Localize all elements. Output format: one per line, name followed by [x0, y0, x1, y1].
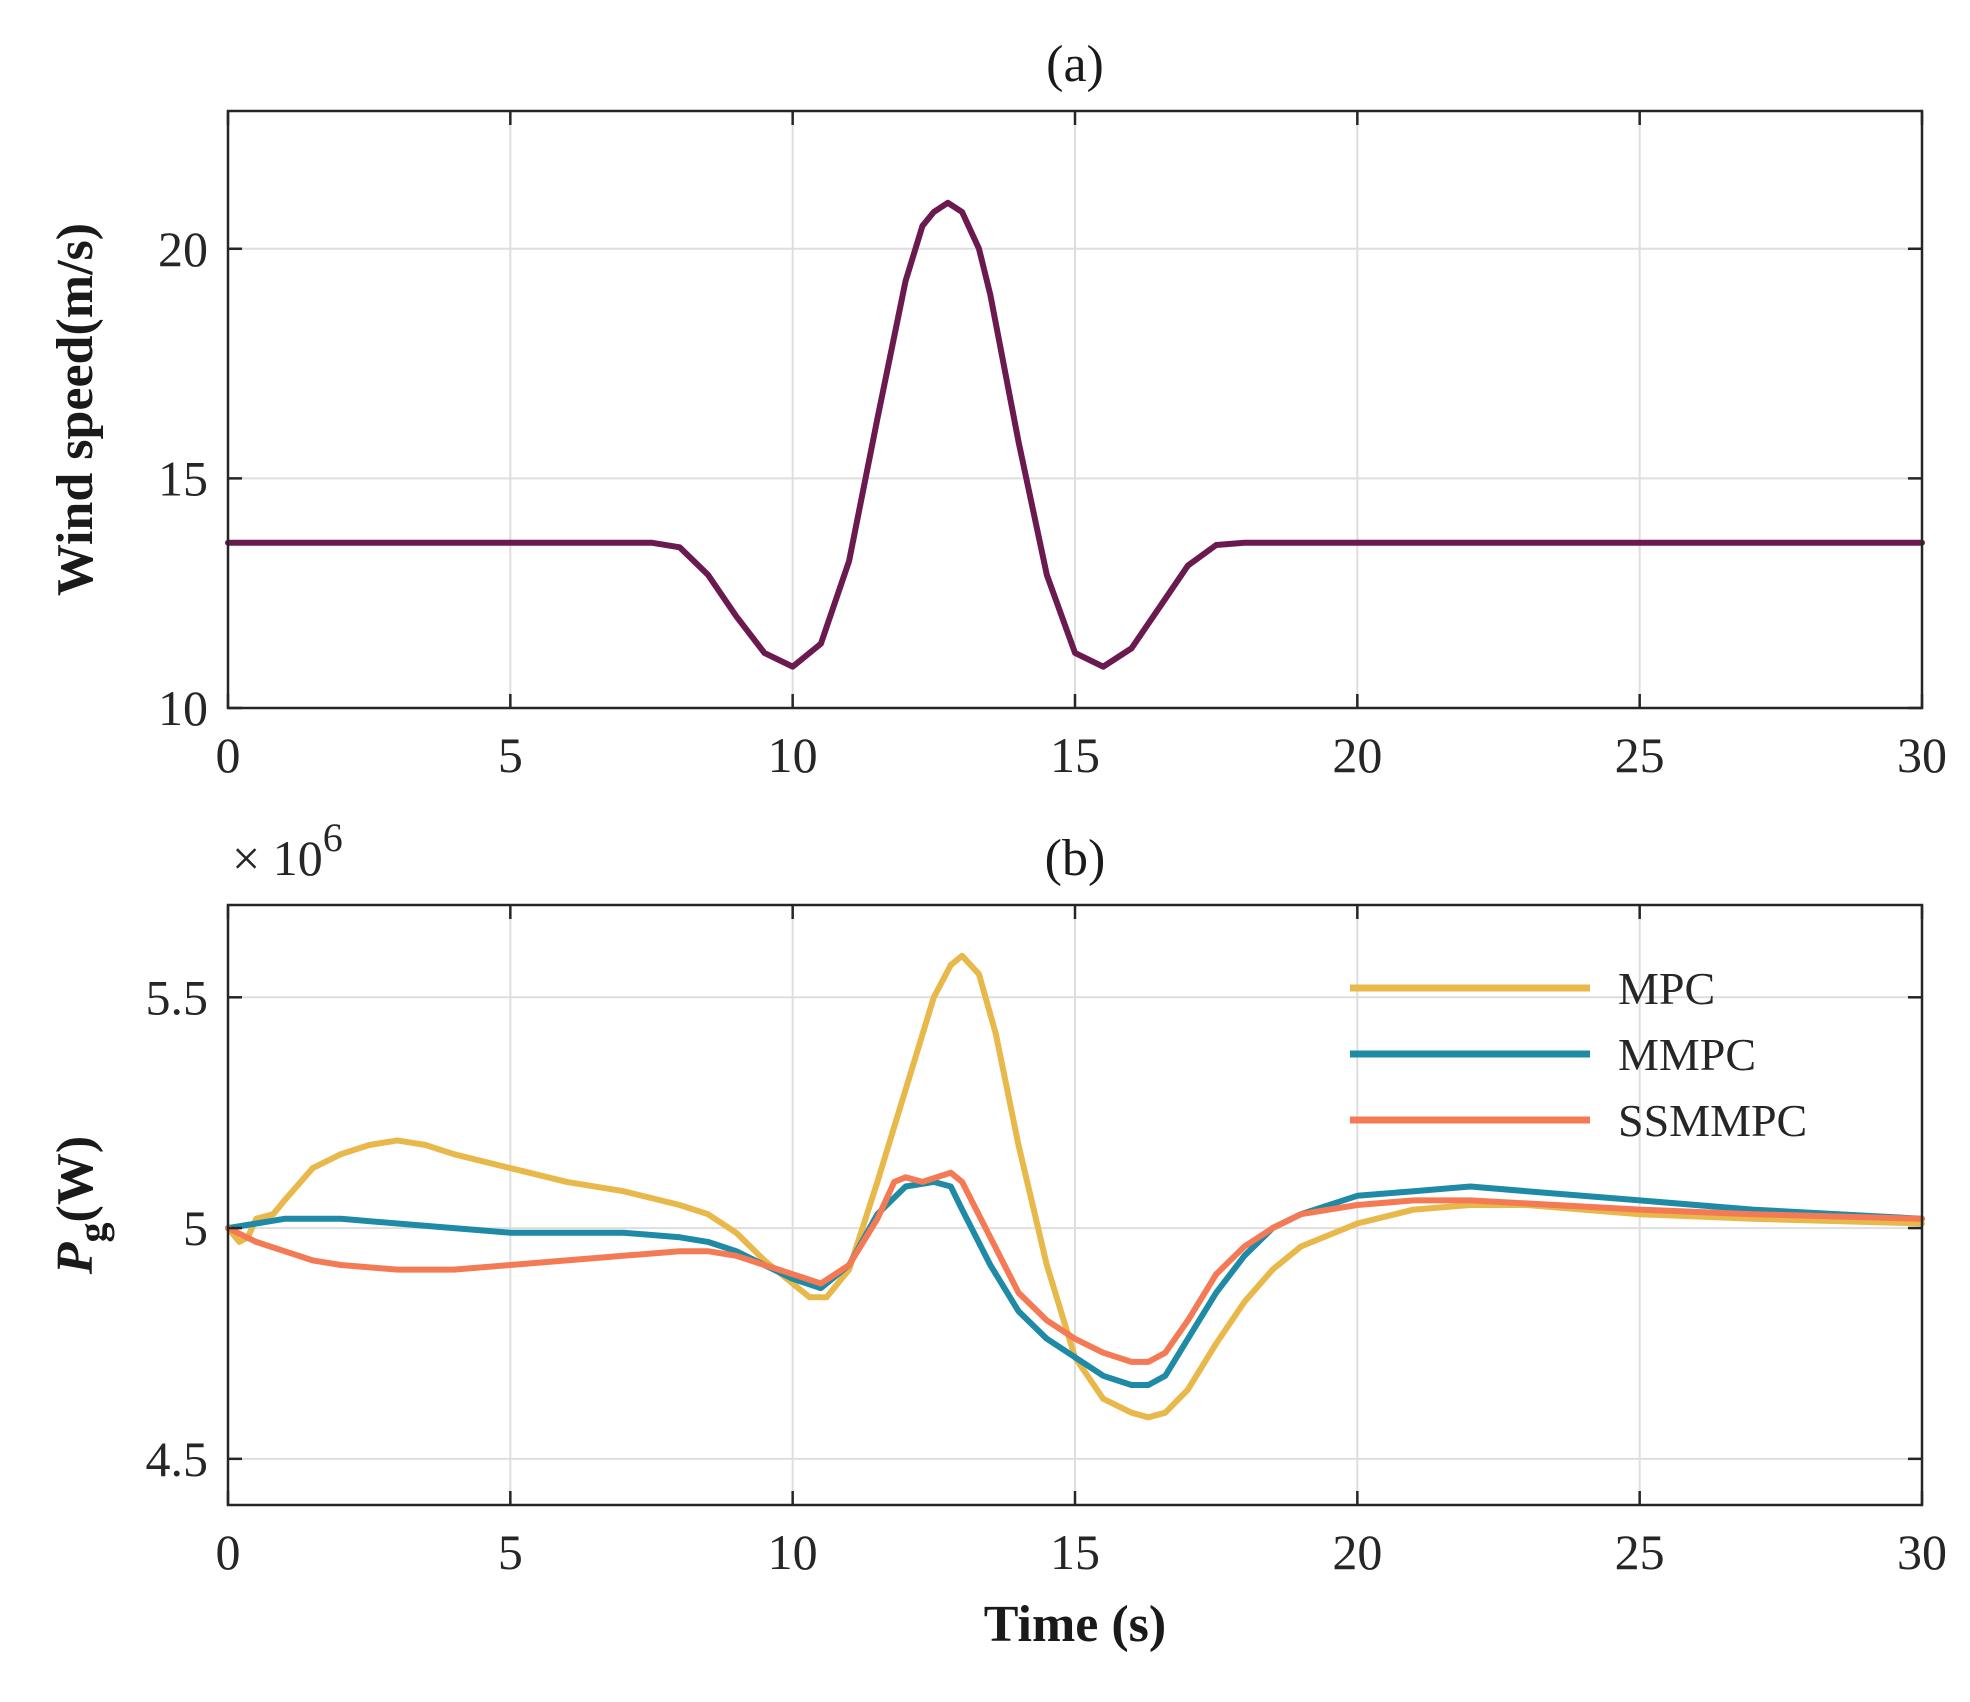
- y-tick-label: 5: [183, 1200, 208, 1256]
- chart-title: (a): [1046, 36, 1104, 93]
- y-axis-label-sub: g: [70, 1222, 115, 1242]
- legend-label: MMPC: [1618, 1029, 1756, 1080]
- x-tick-label: 30: [1897, 727, 1947, 783]
- chart-a: 0 5 10 15 20 25 30 10 15 20 (a) Wind speed(m/s): [47, 36, 1947, 783]
- chart-b: 0 5 10 15 20 25 30 4.5 5 5.5 (b) Time (s) Pg(W) × 106…: [47, 815, 1947, 1653]
- y-tick-label: 20: [158, 221, 208, 277]
- y-axis-label: Pg(W): [47, 1136, 115, 1275]
- y-axis-label: Wind speed(m/s): [47, 223, 104, 596]
- x-tick-label: 30: [1897, 1524, 1947, 1580]
- legend-label: SSMMPC: [1618, 1095, 1807, 1146]
- series-line-mpc: [225, 952, 1925, 1421]
- series-line-wind-speed: [225, 199, 1925, 670]
- y-tick-label: 4.5: [146, 1431, 209, 1487]
- x-tick-label: 15: [1050, 1524, 1100, 1580]
- x-tick-label: 20: [1332, 727, 1382, 783]
- legend-item: MMPC: [1350, 1029, 1756, 1080]
- legend-label: MPC: [1618, 963, 1715, 1014]
- x-tick-label: 0: [216, 727, 241, 783]
- y-tick-label: 10: [158, 680, 208, 736]
- x-tick-label: 25: [1615, 1524, 1665, 1580]
- series-line-ssmmpc: [225, 1169, 1925, 1365]
- chart-title: (b): [1045, 830, 1106, 887]
- x-tick-label: 5: [498, 1524, 523, 1580]
- y-axis-exponent: × 106: [232, 815, 343, 886]
- y-axis-label-unit: (W): [47, 1136, 104, 1223]
- x-axis-label: Time (s): [984, 1596, 1166, 1653]
- y-axis-exponent-power: 6: [323, 815, 343, 860]
- legend: MPC MMPC SSMMPC: [1350, 963, 1807, 1146]
- y-axis-label-main: P: [47, 1241, 104, 1275]
- x-tick-label: 10: [768, 1524, 818, 1580]
- y-tick-label: 15: [158, 450, 208, 506]
- x-tick-label: 10: [768, 727, 818, 783]
- x-tick-label: 0: [216, 1524, 241, 1580]
- legend-item: MPC: [1350, 963, 1715, 1014]
- x-tick-label: 15: [1050, 727, 1100, 783]
- y-tick-label: 5.5: [146, 969, 209, 1025]
- x-tick-label: 25: [1615, 727, 1665, 783]
- x-tick-label: 20: [1332, 1524, 1382, 1580]
- x-tick-label: 5: [498, 727, 523, 783]
- y-axis-exponent-base: × 10: [232, 830, 323, 886]
- legend-item: SSMMPC: [1350, 1095, 1807, 1146]
